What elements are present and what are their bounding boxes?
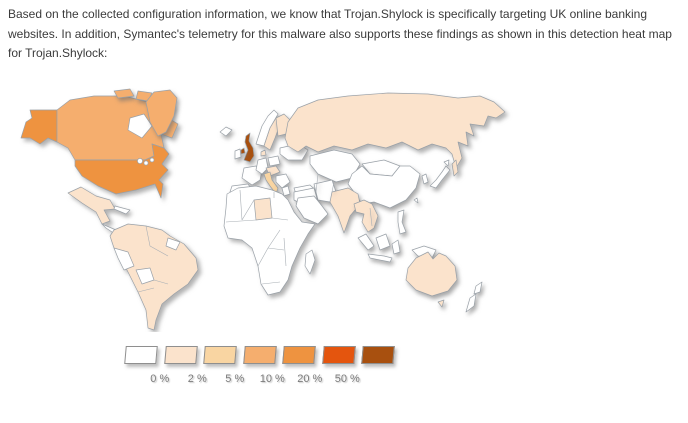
sa-borders [137, 225, 169, 293]
region-philippines [397, 209, 407, 235]
great-lake [149, 157, 155, 163]
asia-borders [315, 173, 373, 227]
legend-swatch-0 [124, 346, 158, 364]
region-germany [255, 157, 269, 175]
region-usa [74, 143, 170, 199]
legend-label-1: 2 % [187, 373, 207, 385]
legend-label-row: 0 % 2 % 5 % 10 % 20 % 50 % [141, 373, 425, 385]
south-america-group [109, 223, 199, 331]
region-sumatra [357, 233, 375, 251]
legend-label-2: 5 % [225, 373, 245, 385]
region-uk [243, 132, 255, 163]
legend-swatch-5 [321, 346, 356, 364]
region-guyana [165, 237, 181, 251]
africa-group [223, 185, 316, 296]
russia-group [284, 92, 506, 177]
legend-swatch-4 [282, 346, 316, 364]
hudson-bay [127, 113, 153, 139]
region-japan [429, 165, 451, 189]
region-italy [263, 171, 279, 195]
region-australia [405, 251, 458, 297]
asia-group [293, 149, 451, 263]
legend-label-0: 0 % [150, 373, 170, 385]
region-south-america [109, 223, 199, 331]
heatmap-legend: 0 % 2 % 5 % 10 % 20 % 50 % [124, 346, 425, 385]
legend-label-4: 20 % [297, 373, 323, 385]
region-ireland [234, 148, 242, 160]
region-korea [421, 173, 429, 185]
region-sulawesi [391, 239, 401, 255]
region-libya [253, 197, 273, 221]
region-greece [281, 185, 291, 197]
region-sakhalin [451, 159, 459, 177]
region-java [367, 253, 393, 263]
oceania-group [405, 245, 483, 313]
region-peru [113, 247, 135, 271]
region-madagascar [304, 249, 316, 275]
region-africa [223, 185, 316, 296]
region-denmark [260, 149, 267, 157]
region-tasmania [437, 299, 445, 308]
great-lake [143, 160, 149, 166]
great-lake [137, 158, 143, 164]
legend-swatch-6 [361, 346, 395, 364]
region-uk-northern-ireland [240, 147, 246, 155]
region-poland [267, 155, 281, 167]
arctic-group [113, 88, 178, 215]
region-indochina [353, 199, 379, 233]
africa-borders [225, 189, 289, 285]
region-borneo [375, 233, 391, 251]
legend-label-3: 10 % [259, 373, 285, 385]
region-taiwan [413, 197, 419, 204]
region-india [329, 187, 361, 234]
region-cuba [113, 205, 131, 215]
region-iceland [219, 126, 233, 137]
region-russia [284, 92, 506, 169]
region-greenland [145, 89, 178, 137]
region-arctic-islands [113, 88, 135, 99]
legend-swatch-1 [163, 346, 198, 364]
world-heatmap [18, 88, 513, 332]
region-new-zealand-south [465, 293, 477, 313]
legend-label-5: 50 % [334, 373, 360, 385]
world-map-svg [20, 88, 506, 331]
region-new-zealand-north [473, 281, 483, 295]
region-mexico [67, 186, 116, 225]
intro-paragraph: Based on the collected configuration inf… [8, 7, 672, 60]
region-hokkaido [443, 159, 450, 167]
region-balkans [275, 173, 291, 189]
region-arabia [295, 195, 329, 225]
legend-swatch-3 [242, 346, 277, 364]
legend-swatch-2 [203, 346, 237, 364]
legend-swatch-row [124, 346, 425, 364]
region-alaska [20, 109, 58, 145]
